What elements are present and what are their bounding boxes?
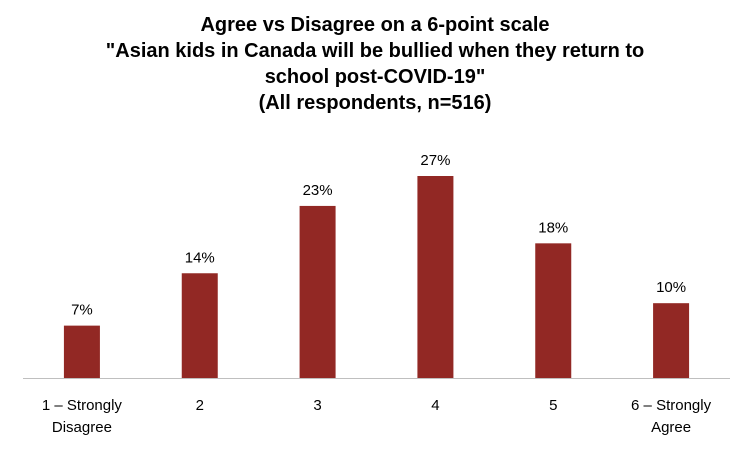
data-label-1: 7% <box>71 302 93 319</box>
category-label-1-line-1: 1 – Strongly <box>42 397 123 414</box>
category-label-3: 3 <box>313 397 321 414</box>
data-label-5: 18% <box>538 219 568 236</box>
category-label-5: 5 <box>549 397 557 414</box>
category-label-2: 2 <box>196 397 204 414</box>
title-line-4: (All respondents, n=516) <box>258 92 492 114</box>
category-label-4: 4 <box>431 397 439 414</box>
bar-2 <box>181 273 218 378</box>
category-label-1-line-2: Disagree <box>52 419 112 436</box>
title-line-1: Agree vs Disagree on a 6-point scale <box>200 14 550 36</box>
bar-1 <box>63 325 100 378</box>
category-label-6-line-2: Agree <box>651 419 691 436</box>
data-label-2: 14% <box>185 249 215 266</box>
bar-5 <box>535 243 572 378</box>
title-line-3: school post-COVID-19" <box>264 66 486 88</box>
category-label-6-line-1: 6 – Strongly <box>631 397 712 414</box>
title-line-2: "Asian kids in Canada will be bullied wh… <box>105 40 645 62</box>
chart-title: Agree vs Disagree on a 6-point scale "As… <box>0 12 750 116</box>
bar-6 <box>653 303 690 378</box>
data-label-4: 27% <box>420 152 450 169</box>
data-label-6: 10% <box>656 279 686 296</box>
bar-3 <box>299 205 336 378</box>
data-label-3: 23% <box>303 182 333 199</box>
bar-4 <box>417 176 454 378</box>
